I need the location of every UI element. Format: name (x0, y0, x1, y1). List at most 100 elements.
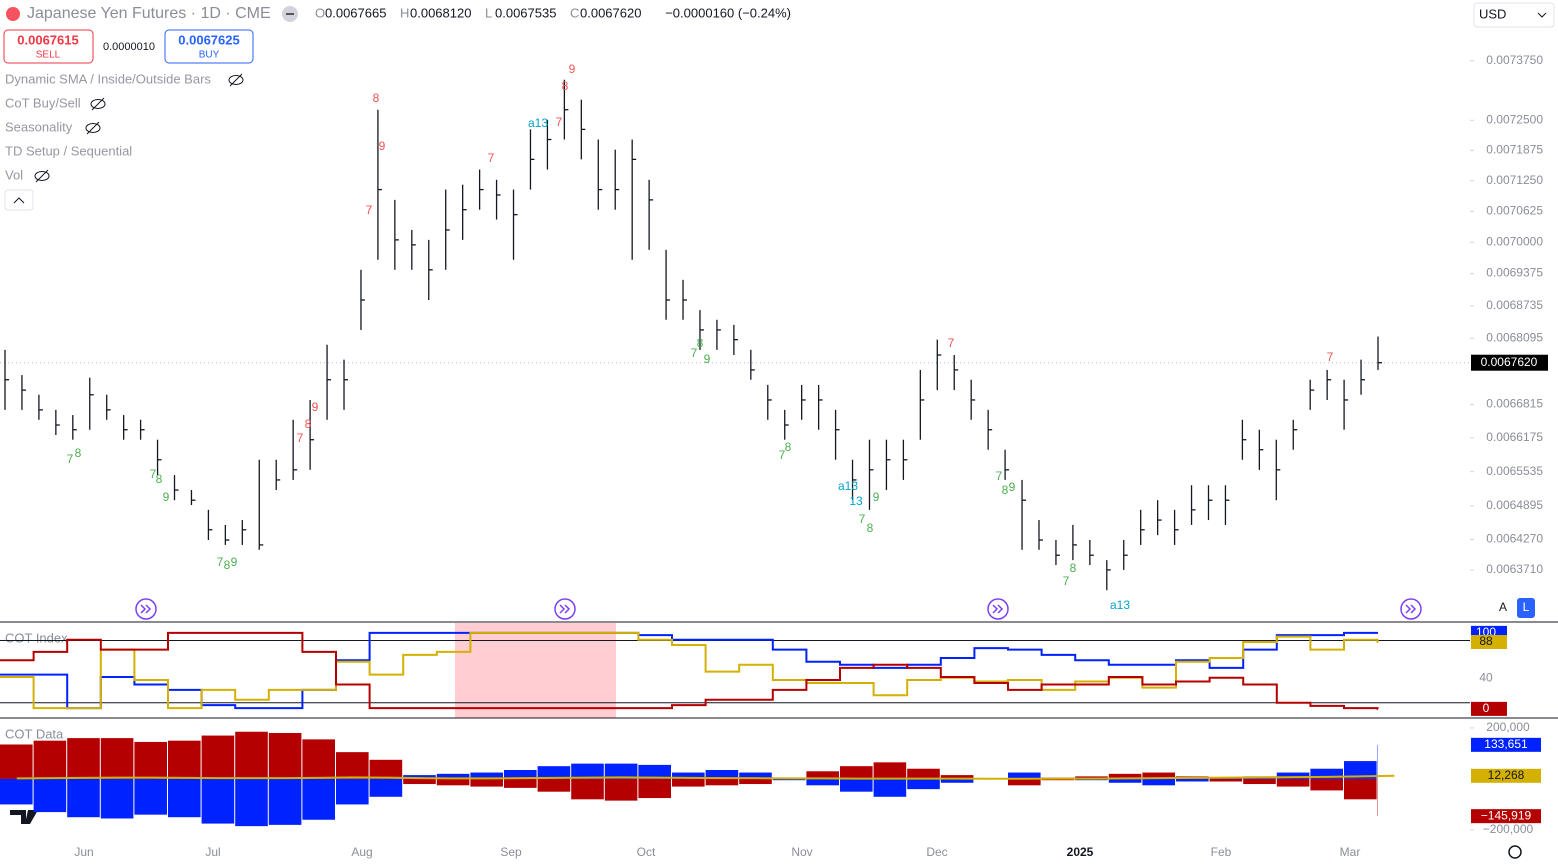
td-label: 13 (849, 494, 863, 508)
cot-bar (201, 778, 235, 824)
cot-bar (134, 778, 167, 815)
y-tick-label: 0.0066815 (1486, 397, 1543, 411)
cot-bar (907, 778, 940, 790)
cot-bar (168, 778, 201, 818)
x-tick-label: Dec (926, 845, 947, 859)
cot-bar (1209, 778, 1243, 782)
cot-bar (369, 778, 403, 797)
td-label: 8 (562, 79, 569, 93)
cot-bar (604, 763, 638, 779)
y-tick-label: 0.0066175 (1486, 430, 1543, 444)
symbol-icon (6, 7, 20, 21)
td-label: 8 (1002, 483, 1009, 497)
collapse-indicators[interactable] (4, 189, 34, 211)
cot-bar (67, 778, 100, 818)
x-tick-label: Oct (637, 845, 656, 859)
visibility-slash (229, 73, 243, 87)
cot-bar (436, 773, 470, 779)
chevron (13, 197, 25, 204)
y-tick-label: 0.0063710 (1486, 562, 1543, 576)
y-tick-label: 0.0068735 (1486, 298, 1543, 312)
td-label: 7 (779, 448, 786, 462)
cot-bar (168, 740, 201, 779)
cot-bar (604, 778, 638, 801)
td-label: 7 (150, 467, 157, 481)
buy-button[interactable] (164, 29, 254, 64)
last-value-box (1471, 809, 1541, 824)
ohlc-key: H (400, 5, 409, 20)
td-label: 7 (556, 115, 563, 129)
last-price-box (1471, 354, 1548, 371)
x-tick-label: Sep (500, 845, 522, 859)
cot-bar (1108, 778, 1142, 783)
scale-button[interactable] (1517, 598, 1535, 618)
y-tick-label: 0.0065535 (1486, 464, 1543, 478)
last-value-box (1471, 737, 1541, 752)
indicator-label: TD Setup / Sequential (5, 143, 132, 158)
cot-bar (201, 735, 235, 779)
td-label: 7 (488, 151, 495, 165)
scale-button-label: L (1523, 600, 1530, 614)
cot-bar (1008, 778, 1041, 786)
td-label: 7 (67, 452, 74, 466)
cot-bar (1243, 778, 1276, 785)
cot-bar (739, 778, 772, 785)
last-price-label: 0.0067620 (1481, 355, 1538, 369)
cot-bar (369, 759, 403, 779)
cot-line (16, 774, 1395, 780)
cot-bar (470, 772, 503, 779)
last-value-label: −145,919 (1481, 808, 1532, 822)
symbol-title: Japanese Yen Futures · 1D · CME (27, 5, 271, 22)
pane-title: COT Data (5, 726, 64, 741)
td-label: 9 (873, 490, 880, 504)
event-arrow (1405, 604, 1417, 614)
sell-label: SELL (36, 50, 61, 61)
cot-bar (134, 741, 167, 779)
ohlc-key: L (485, 5, 492, 20)
highlight-zone (455, 623, 616, 718)
td-label: 7 (366, 203, 373, 217)
visibility-icon[interactable] (34, 171, 50, 181)
y-tick-label: 0.0064270 (1486, 532, 1543, 546)
y-tick-label: 0.0071250 (1486, 173, 1543, 187)
scale-button[interactable] (1494, 598, 1512, 618)
cot-bar (302, 778, 335, 820)
td-label: 7 (297, 431, 304, 445)
visibility-slash (86, 121, 100, 135)
y-tick-label: 0.0064895 (1486, 498, 1543, 512)
td-label: 7 (691, 346, 698, 360)
td-label: 7 (1327, 350, 1334, 364)
cot-bar (806, 771, 839, 779)
event-arrow (140, 604, 152, 614)
ohlc-value: 0.0067535 (495, 5, 556, 20)
sell-button[interactable] (3, 29, 94, 64)
cot-bar (940, 778, 974, 783)
visibility-icon[interactable] (90, 99, 106, 109)
settings-icon[interactable] (1508, 845, 1522, 859)
cot-bar (100, 778, 134, 819)
last-value-label: 133,651 (1484, 737, 1528, 751)
cot-bar (672, 772, 705, 779)
cot-bar (336, 752, 369, 779)
sell-price: 0.0067615 (17, 32, 78, 47)
currency-dropdown[interactable] (1473, 2, 1555, 28)
cot-bar (772, 778, 806, 781)
visibility-icon[interactable] (85, 123, 101, 133)
buy-price: 0.0067625 (178, 32, 239, 47)
cot-bar (33, 740, 67, 779)
cot-bar (1344, 778, 1377, 800)
td-label: 9 (1009, 480, 1016, 494)
ohlc-key: C (570, 5, 579, 20)
cot-bar (873, 778, 907, 797)
td-label: a13 (838, 479, 858, 493)
indicator-label: Seasonality (5, 119, 73, 134)
cot-bar (504, 778, 537, 788)
y-tick-label: 0.0069375 (1486, 266, 1543, 280)
td-label: 7 (217, 555, 224, 569)
cot-bar (235, 731, 268, 779)
cot-bar (705, 770, 739, 779)
visibility-icon[interactable] (228, 75, 244, 85)
